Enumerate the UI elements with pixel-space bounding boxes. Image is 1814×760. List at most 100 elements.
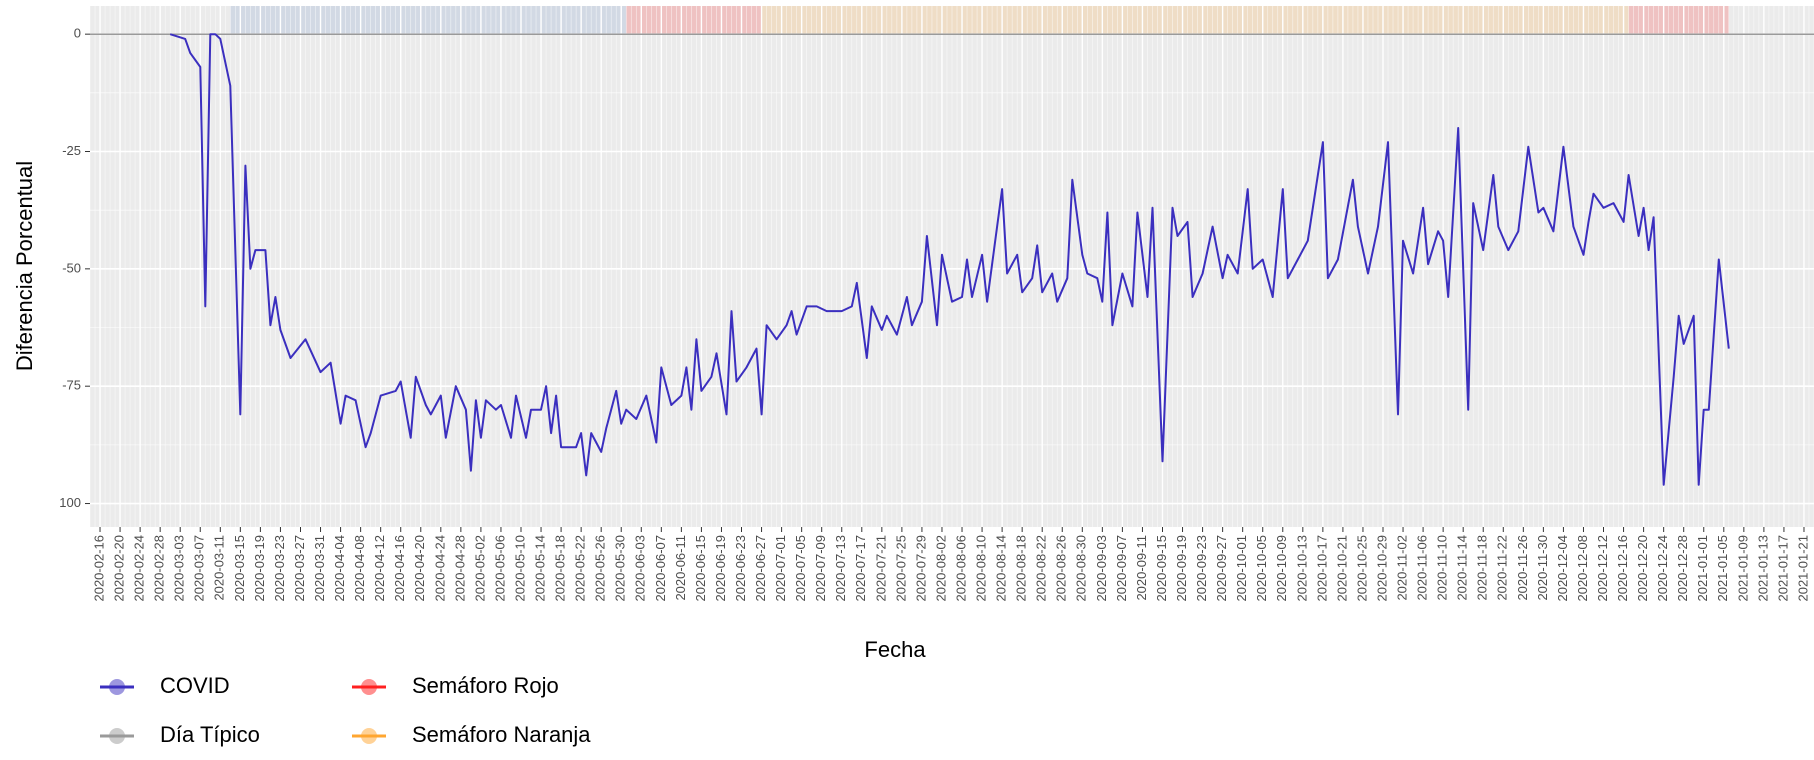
legend-label: COVID [160,673,230,698]
x-tick-label: 2020-04-12 [372,535,387,602]
x-tick-label: 2020-03-23 [272,535,287,602]
x-tick-label: 2020-12-28 [1675,535,1690,602]
x-tick-label: 2020-04-20 [412,535,427,602]
legend-label: Semáforo Naranja [412,722,591,747]
legend-item: COVID [100,673,230,698]
x-tick-label: 2020-12-04 [1555,535,1570,602]
x-tick-label: 2020-09-15 [1154,535,1169,602]
x-tick-label: 2020-08-26 [1054,535,1069,602]
legend-dot [109,679,125,695]
x-tick-label: 2020-07-17 [853,535,868,602]
x-tick-label: 2020-02-28 [152,535,167,602]
x-tick-label: 2020-09-19 [1174,535,1189,602]
covid-line [169,33,1730,486]
x-tick-label: 2020-04-08 [352,535,367,602]
x-tick-label: 2021-01-17 [1775,535,1790,602]
x-tick-label: 2020-03-31 [312,535,327,602]
x-tick-label: 2021-01-05 [1715,535,1730,602]
x-tick-label: 2020-10-21 [1334,535,1349,602]
x-axis-title: Fecha [864,637,926,662]
legend-dot [361,728,377,744]
y-axis-title: Diferencia Porcentual [12,161,37,371]
x-tick-label: 2021-01-13 [1755,535,1770,602]
legend-dot [361,679,377,695]
legend-dot [109,728,125,744]
period-shade [761,6,1629,35]
legend-item: Semáforo Naranja [352,722,591,747]
y-tick-label: 0 [74,26,81,41]
x-tick-label: 2020-11-02 [1394,535,1409,601]
x-tick-label: 2021-01-09 [1735,535,1750,602]
x-tick-label: 2020-02-24 [132,535,147,602]
x-tick-label: 2020-02-20 [112,535,127,602]
x-tick-label: 2020-12-08 [1575,535,1590,602]
x-tick-label: 2020-07-29 [913,535,928,602]
x-tick-label: 2020-03-27 [292,535,307,602]
x-tick-label: 2020-08-02 [933,535,948,602]
x-tick-label: 2020-02-16 [91,535,106,602]
y-tick-label: -50 [62,260,81,275]
legend-item: Día Típico [100,722,260,747]
x-tick-label: 2020-05-06 [492,535,507,602]
legend-label: Semáforo Rojo [412,673,559,698]
x-tick-label: 2020-05-14 [532,535,547,602]
x-tick-label: 2020-09-11 [1134,535,1149,601]
x-tick-label: 2020-03-07 [192,535,207,602]
x-tick-label: 2020-11-10 [1435,535,1450,601]
x-tick-label: 2020-08-18 [1014,535,1029,602]
x-tick-label: 2020-06-07 [653,535,668,602]
x-tick-label: 2020-03-11 [212,535,227,601]
x-tick-label: 2020-07-21 [873,535,888,602]
x-tick-label: 2020-10-09 [1274,535,1289,602]
y-tick-label: 100 [59,495,81,510]
y-tick-label: -25 [62,143,81,158]
x-tick-label: 2020-11-18 [1475,535,1490,601]
x-tick-label: 2020-06-19 [713,535,728,602]
x-tick-label: 2020-07-05 [793,535,808,602]
y-tick-label: -75 [62,378,81,393]
x-tick-label: 2020-10-25 [1354,535,1369,602]
x-tick-label: 2020-03-03 [172,535,187,602]
x-tick-label: 2020-08-06 [953,535,968,602]
x-tick-label: 2020-10-29 [1374,535,1389,602]
x-tick-label: 2021-01-01 [1695,535,1710,602]
x-tick-label: 2020-07-25 [893,535,908,602]
legend-label: Día Típico [160,722,260,747]
x-tick-label: 2020-11-30 [1535,535,1550,601]
x-tick-label: 2020-05-22 [573,535,588,602]
x-tick-label: 2020-10-01 [1234,535,1249,602]
x-tick-label: 2020-04-28 [452,535,467,602]
x-tick-label: 2020-11-06 [1415,535,1430,601]
x-tick-label: 2020-05-26 [593,535,608,602]
period-shade [230,6,627,35]
x-tick-label: 2020-07-13 [833,535,848,602]
x-tick-label: 2020-11-22 [1495,535,1510,601]
x-tick-label: 2020-09-23 [1194,535,1209,602]
x-tick-label: 2021-01-21 [1795,535,1810,602]
x-tick-label: 2020-06-11 [673,535,688,601]
x-tick-label: 2020-07-09 [813,535,828,602]
x-tick-label: 2020-09-27 [1214,535,1229,602]
x-tick-label: 2020-09-03 [1094,535,1109,602]
x-tick-label: 2020-08-14 [994,535,1009,602]
legend-item: Semáforo Rojo [352,673,559,698]
x-tick-label: 2020-08-22 [1034,535,1049,602]
x-tick-label: 2020-12-24 [1655,535,1670,602]
x-tick-label: 2020-05-10 [512,535,527,602]
x-tick-label: 2020-12-12 [1595,535,1610,602]
x-tick-label: 2020-12-20 [1635,535,1650,602]
x-tick-label: 2020-10-13 [1294,535,1309,602]
x-tick-label: 2020-05-30 [613,535,628,602]
x-tick-label: 2020-11-14 [1455,535,1470,601]
x-tick-label: 2020-04-04 [332,535,347,602]
x-tick-label: 2020-08-30 [1074,535,1089,602]
period-shade [626,6,762,35]
x-tick-label: 2020-05-18 [553,535,568,602]
x-tick-label: 2020-12-16 [1615,535,1630,602]
x-tick-label: 2020-06-27 [753,535,768,602]
x-tick-label: 2020-05-02 [472,535,487,602]
x-tick-label: 2020-04-16 [392,535,407,602]
x-tick-label: 2020-03-19 [252,535,267,602]
x-tick-label: 2020-03-15 [232,535,247,602]
